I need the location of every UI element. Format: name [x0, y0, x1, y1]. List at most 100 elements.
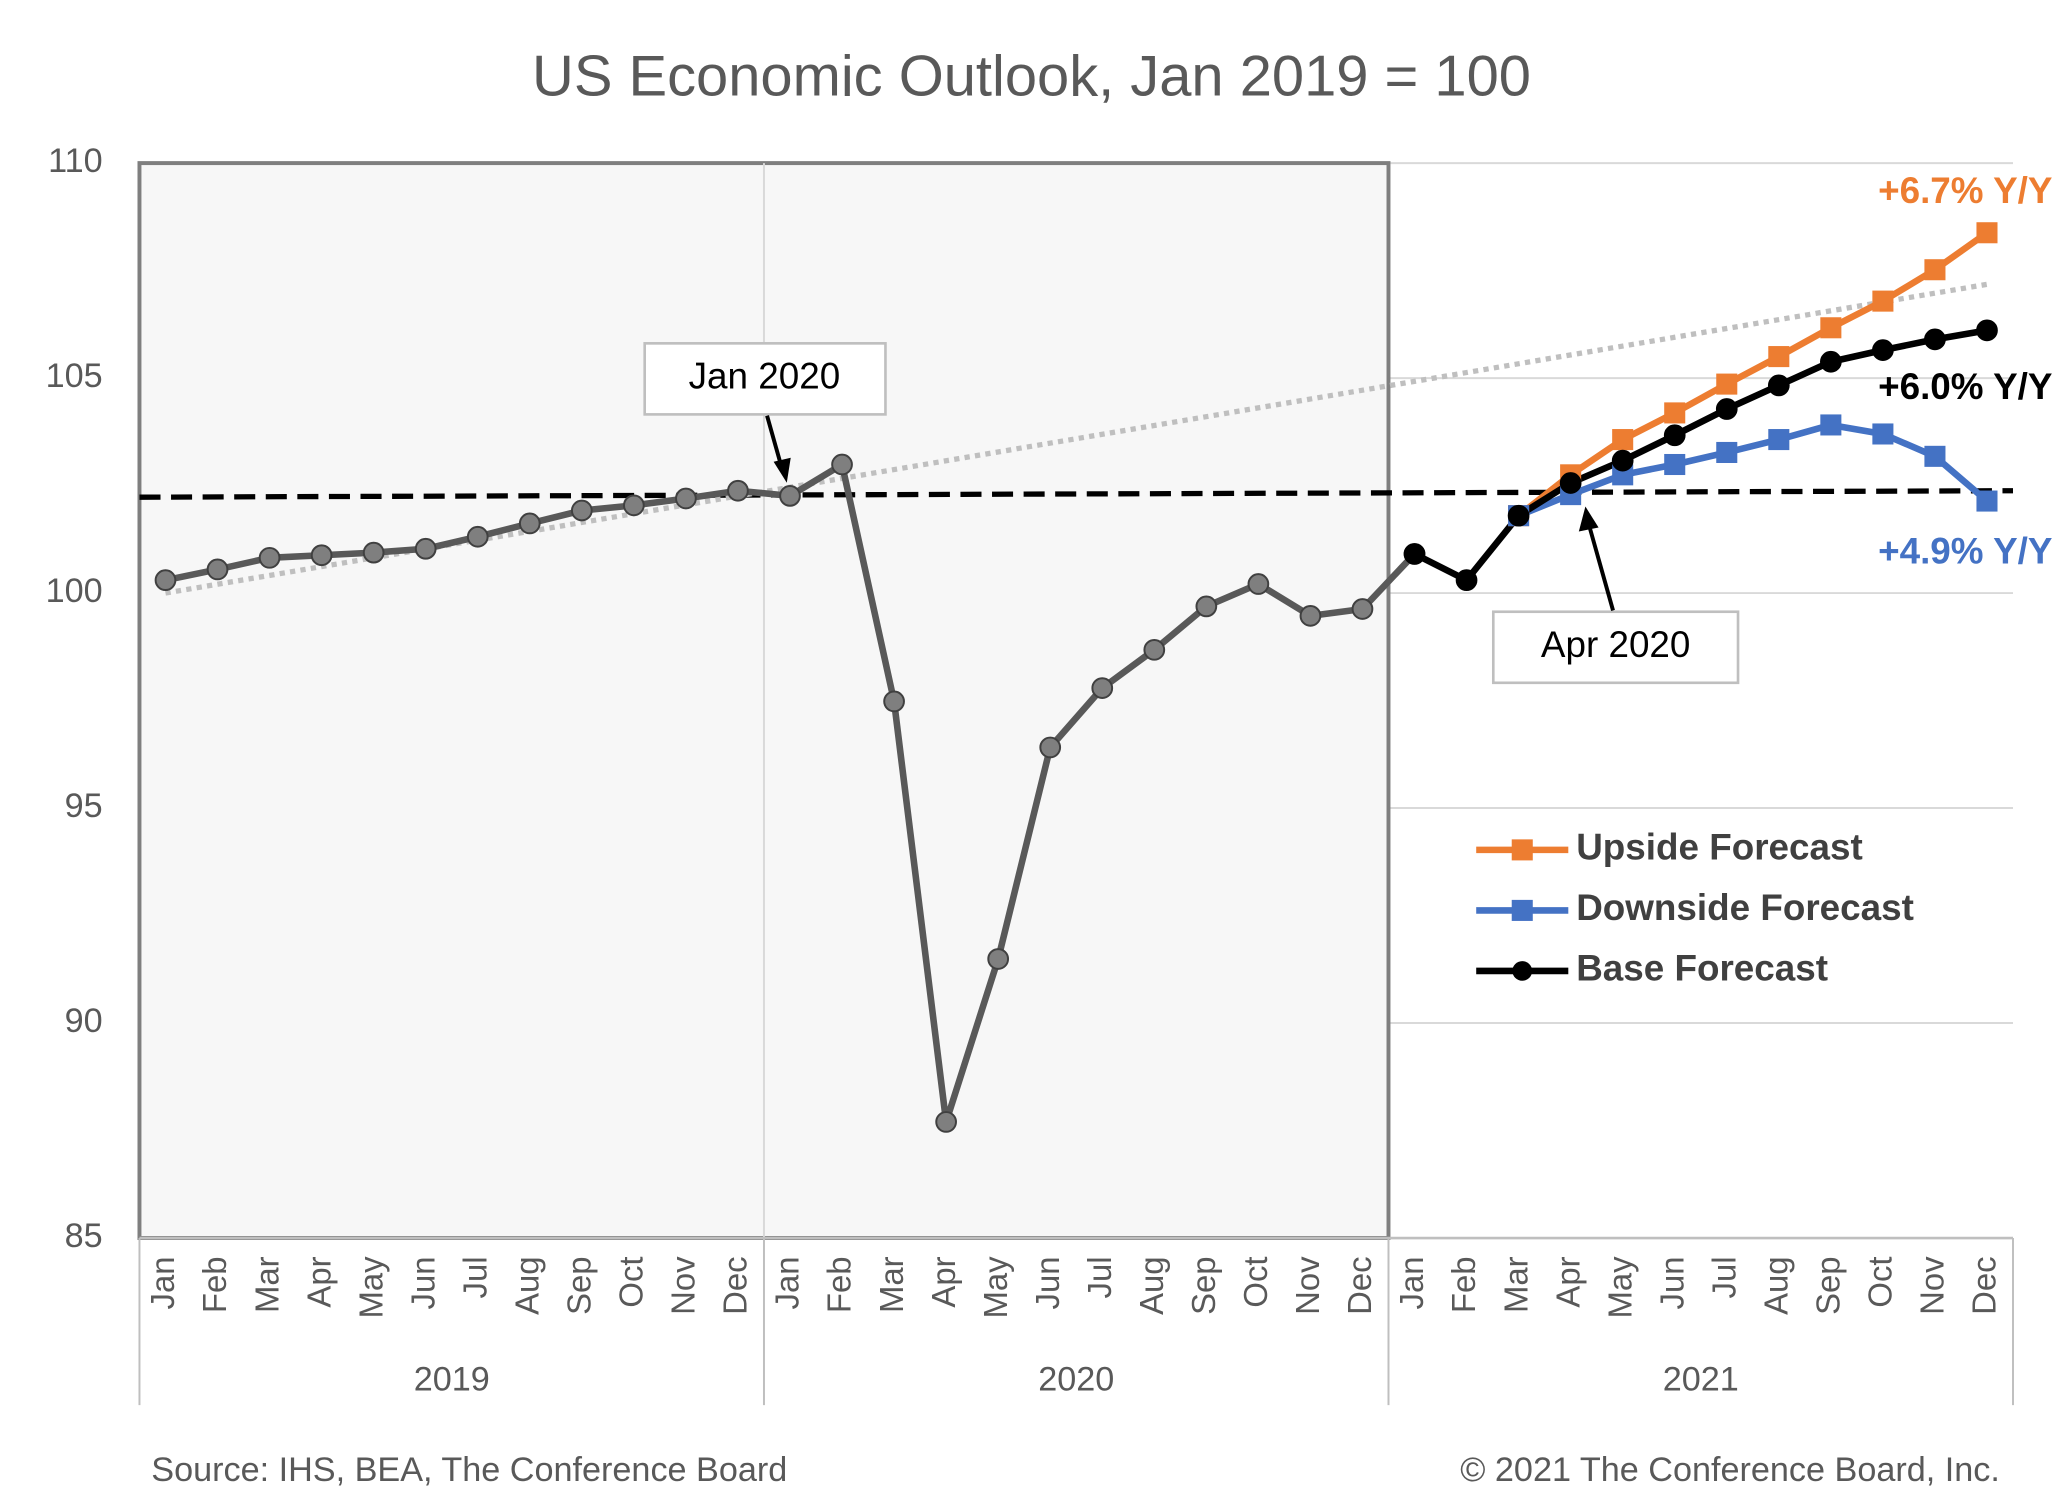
point: [414, 537, 437, 560]
point: [1872, 339, 1894, 361]
point: [1924, 328, 1946, 351]
x-tick-label: Sep: [1185, 1256, 1222, 1314]
x-tick-label: Nov: [1289, 1256, 1326, 1315]
x-tick-label: Mar: [1497, 1256, 1534, 1313]
callout-text: Apr 2020: [1541, 624, 1690, 665]
callout-box: [1491, 610, 1740, 685]
point: [883, 690, 905, 713]
x-tick-label: May: [977, 1256, 1014, 1319]
point: [1091, 677, 1114, 699]
point: [1663, 424, 1686, 447]
callout-arrowhead: [773, 457, 791, 483]
x-tick-label: Feb: [1445, 1256, 1482, 1313]
point: [1559, 472, 1582, 494]
legend-label: Downside Forecast: [1576, 887, 1914, 928]
point: [258, 546, 281, 569]
x-tick-label: Jan: [769, 1256, 806, 1309]
x-tick-label: Mar: [873, 1256, 910, 1313]
point: [1872, 290, 1894, 312]
point: [831, 453, 853, 476]
point: [1924, 445, 1946, 467]
point: [362, 541, 385, 564]
legend-marker: [1511, 899, 1533, 921]
x-tick-label: Apr: [925, 1256, 962, 1307]
point: [1507, 504, 1530, 527]
legend-marker: [1512, 961, 1533, 981]
x-tick-label: Aug: [508, 1256, 545, 1314]
point: [1403, 543, 1426, 565]
year-label: 2021: [1663, 1360, 1739, 1398]
callout-arrow: [1587, 525, 1615, 611]
point: [1664, 453, 1686, 476]
point: [1039, 736, 1062, 759]
x-tick-label: Nov: [665, 1256, 702, 1315]
x-tick-label: Jun: [1653, 1256, 1690, 1309]
point: [1768, 429, 1790, 451]
chart-title: US Economic Outlook, Jan 2019 = 100: [532, 45, 1531, 109]
x-tick-label: Jan: [144, 1256, 181, 1309]
x-tick-label: Dec: [1341, 1256, 1378, 1314]
legend-label: Upside Forecast: [1576, 827, 1863, 868]
point: [154, 569, 177, 592]
point: [935, 1111, 957, 1133]
x-tick-label: Jun: [404, 1256, 441, 1309]
point: [1976, 319, 1998, 342]
point: [675, 487, 697, 510]
yoy-label: +4.9% Y/Y: [1878, 531, 2052, 572]
reference-line: [139, 488, 2014, 500]
point: [1612, 429, 1634, 451]
x-tick-label: May: [352, 1256, 389, 1319]
point: [1247, 573, 1270, 595]
point: [1976, 222, 1998, 244]
point: [1768, 346, 1790, 368]
x-tick-label: Dec: [717, 1256, 754, 1314]
point: [518, 512, 541, 535]
x-tick-label: Apr: [1549, 1256, 1586, 1307]
point: [1872, 423, 1894, 445]
series-line: [1517, 421, 1990, 519]
yoy-label: +6.7% Y/Y: [1878, 170, 2052, 211]
x-tick-label: Aug: [1133, 1256, 1170, 1314]
point: [570, 499, 593, 522]
year-label: 2019: [414, 1360, 490, 1398]
point: [206, 558, 229, 581]
point: [1924, 259, 1946, 281]
point: [1351, 598, 1374, 620]
x-tick-label: Jul: [1081, 1256, 1118, 1298]
y-tick-label: 110: [48, 142, 103, 180]
point: [1820, 317, 1842, 339]
point: [310, 544, 333, 567]
yoy-label: +6.0% Y/Y: [1878, 366, 2052, 407]
x-tick-label: Sep: [1810, 1256, 1847, 1314]
y-tick-label: 90: [65, 1002, 103, 1040]
x-tick-label: Oct: [1237, 1256, 1274, 1307]
y-tick-label: 95: [65, 787, 103, 825]
series-line: [1516, 230, 1989, 519]
x-tick-label: Feb: [196, 1256, 233, 1313]
point: [1767, 374, 1790, 397]
y-tick-label: 100: [46, 572, 103, 610]
x-tick-label: Sep: [561, 1256, 598, 1314]
point: [1455, 569, 1478, 592]
x-tick-label: Feb: [821, 1256, 858, 1313]
x-tick-label: Mar: [248, 1256, 285, 1313]
year-label: 2020: [1038, 1360, 1114, 1398]
y-tick-label: 105: [46, 357, 103, 395]
x-tick-label: Jul: [456, 1256, 493, 1298]
x-tick-label: Jan: [1393, 1256, 1430, 1309]
copyright: © 2021 The Conference Board, Inc.: [1460, 1451, 2000, 1489]
legend-marker: [1511, 839, 1533, 861]
callout-text: Jan 2020: [689, 356, 841, 397]
point: [987, 948, 1010, 970]
callout-arrowhead: [1578, 506, 1599, 532]
x-tick-label: Apr: [300, 1256, 337, 1307]
point: [1715, 398, 1738, 420]
x-tick-label: May: [1601, 1256, 1638, 1319]
x-tick-label: Oct: [613, 1256, 650, 1307]
x-tick-label: Dec: [1966, 1256, 2003, 1314]
x-tick-label: Nov: [1914, 1256, 1951, 1315]
x-tick-label: Aug: [1757, 1256, 1794, 1314]
point: [1299, 604, 1322, 627]
point: [1716, 441, 1738, 463]
